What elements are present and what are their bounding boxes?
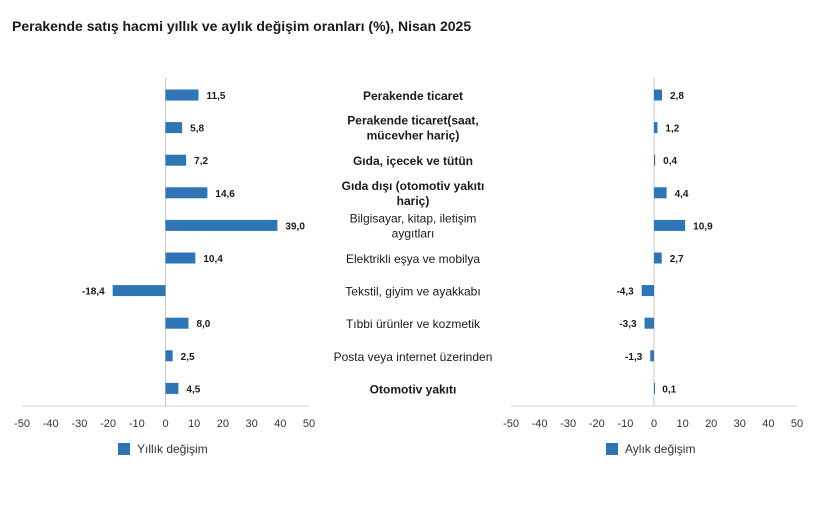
category-label: Otomotiv yakıtı [370,382,457,396]
data-label: 4,4 [675,189,689,200]
category-label: mücevher hariç) [367,129,460,143]
x-tick-label: -30 [560,418,576,430]
data-label: 11,5 [207,91,226,102]
bar [165,89,199,101]
bar [165,219,278,231]
legend-label: Aylık değişim [625,442,695,456]
bar [650,350,654,362]
bar [654,187,667,199]
data-label: 14,6 [215,189,235,200]
category-label: Posta veya internet üzerinden [334,350,493,364]
bar [654,154,656,166]
x-tick-label: 40 [274,418,286,430]
bar [165,317,189,329]
bar [654,122,658,134]
data-label: 8,0 [196,319,210,330]
data-label: 0,1 [662,384,676,395]
x-tick-label: -20 [100,418,116,430]
data-label: -4,3 [616,287,634,298]
data-label: -18,4 [82,287,105,298]
x-tick-label: 40 [762,418,774,430]
data-label: 10,9 [693,221,713,232]
bar [165,350,173,362]
category-label: hariç) [397,194,430,208]
data-label: -1,3 [625,352,643,363]
x-tick-label: 10 [188,418,200,430]
category-label: Tıbbi ürünler ve kozmetik [346,317,481,331]
data-label: -3,3 [619,319,637,330]
bar [654,252,662,264]
x-tick-label: 50 [303,418,315,430]
legend-label: Yıllık değişim [137,442,208,456]
x-tick-label: -40 [43,418,59,430]
category-label: Perakende ticaret [363,89,463,103]
bar [654,382,655,394]
data-label: 1,2 [665,124,679,135]
x-tick-label: -30 [71,418,87,430]
category-label: Gıda, içecek ve tütün [353,154,473,168]
data-label: 39,0 [285,221,305,232]
legend-swatch [118,443,130,455]
bar [165,122,183,134]
legend-swatch [606,443,618,455]
x-tick-label: -40 [532,418,548,430]
category-label: Tekstil, giyim ve ayakkabı [345,285,480,299]
bar [165,382,179,394]
x-tick-label: 50 [791,418,803,430]
bar [644,317,654,329]
bar [165,154,187,166]
data-label: 2,7 [670,254,684,265]
bar [654,219,686,231]
data-label: 10,4 [203,254,223,265]
x-tick-label: 0 [651,418,657,430]
category-label: Perakende ticaret(saat, [347,114,478,128]
data-label: 5,8 [190,124,204,135]
category-label: Bilgisayar, kitap, iletişim [350,211,477,225]
category-label: Elektrikli eşya ve mobilya [346,252,480,266]
category-label: aygıtları [392,226,435,240]
x-tick-label: 0 [162,418,168,430]
x-tick-label: 20 [705,418,717,430]
data-label: 7,2 [194,156,208,167]
data-label: 0,4 [663,156,677,167]
x-tick-label: 30 [734,418,746,430]
data-label: 4,5 [186,384,200,395]
x-tick-label: -20 [589,418,605,430]
x-tick-label: 30 [245,418,257,430]
x-tick-label: -10 [617,418,633,430]
bar [112,285,166,297]
data-label: 2,5 [181,352,195,363]
bar [165,252,196,264]
x-tick-label: -10 [129,418,145,430]
bar [654,89,663,101]
x-tick-label: -50 [503,418,519,430]
bar [641,285,654,297]
x-tick-label: 20 [217,418,229,430]
category-label: Gıda dışı (otomotiv yakıtı [342,179,485,193]
x-tick-label: 10 [676,418,688,430]
x-tick-label: -50 [14,418,30,430]
data-label: 2,8 [670,91,684,102]
bar [165,187,208,199]
chart-title: Perakende satış hacmi yıllık ve aylık de… [12,18,472,34]
